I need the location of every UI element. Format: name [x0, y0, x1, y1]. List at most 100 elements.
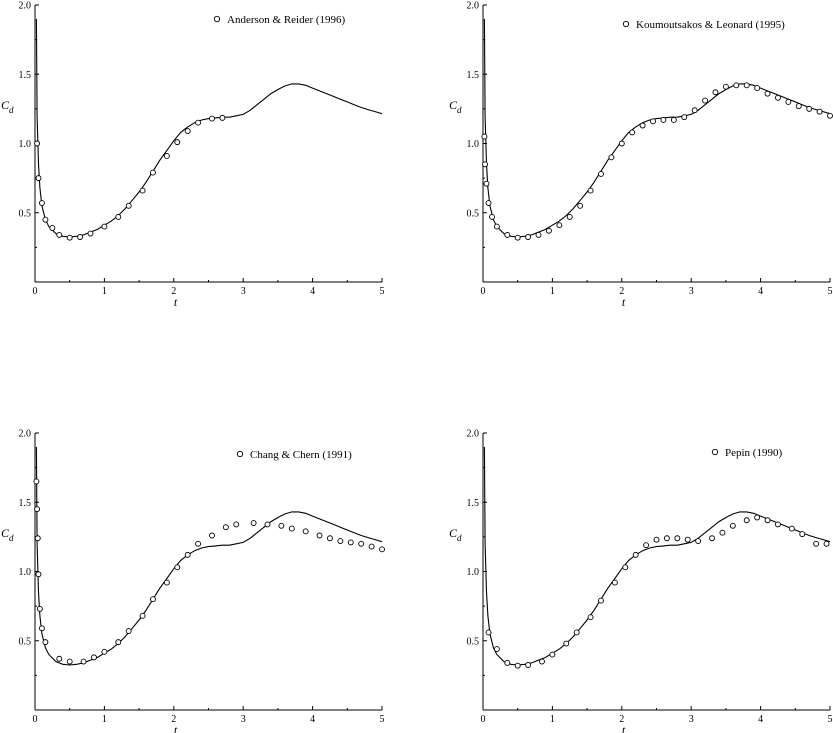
x-tick-label: 4 — [758, 714, 763, 725]
data-point — [629, 129, 636, 136]
x-tick-label: 0 — [33, 286, 38, 297]
data-point — [643, 542, 650, 549]
data-point — [743, 517, 750, 524]
data-point — [42, 639, 49, 646]
data-point — [34, 506, 41, 513]
y-tick-label: 2.0 — [19, 429, 32, 440]
data-point — [639, 122, 646, 129]
data-point — [775, 521, 781, 528]
data-point — [66, 234, 73, 241]
data-point — [327, 535, 333, 542]
data-point — [653, 536, 660, 543]
data-point — [733, 82, 740, 89]
data-point — [691, 107, 698, 114]
data-point — [493, 223, 500, 230]
data-point — [35, 175, 42, 182]
legend-marker — [213, 15, 221, 23]
data-point — [563, 640, 570, 647]
x-tick-label: 5 — [380, 286, 385, 297]
y-tick-label: 2.0 — [19, 1, 32, 12]
data-point — [577, 202, 584, 209]
data-point — [684, 536, 691, 543]
data-point — [337, 538, 344, 544]
data-point — [587, 187, 594, 194]
legend-label: Chang & Chern (1991) — [250, 449, 352, 461]
data-point — [663, 535, 670, 542]
data-point — [174, 139, 181, 146]
data-point — [795, 103, 802, 110]
data-point — [743, 82, 750, 89]
data-point — [722, 83, 729, 90]
data-point — [702, 97, 709, 104]
x-tick-label: 3 — [241, 286, 246, 297]
data-point — [598, 597, 604, 604]
data-point — [101, 223, 108, 230]
data-point — [785, 98, 792, 105]
data-point — [504, 659, 511, 666]
y-tick-label: 2.0 — [467, 429, 480, 440]
data-point — [184, 128, 191, 134]
data-point — [125, 628, 132, 635]
data-point — [163, 153, 170, 159]
data-point — [485, 200, 492, 207]
x-tick-label: 3 — [689, 286, 694, 297]
x-tick-label: 4 — [758, 286, 763, 297]
data-point — [535, 231, 542, 238]
data-point — [368, 543, 375, 550]
data-point — [754, 514, 761, 521]
x-tick-label: 1 — [102, 714, 107, 725]
x-tick-label: 1 — [102, 286, 107, 297]
data-point — [150, 596, 156, 603]
data-point — [34, 140, 41, 147]
data-point — [598, 171, 604, 177]
data-point — [174, 564, 181, 571]
y-tick-label: 1.0 — [467, 139, 480, 150]
data-point — [587, 614, 594, 621]
series-line — [35, 446, 383, 666]
data-point — [150, 169, 156, 176]
data-point — [525, 662, 532, 668]
data-point — [49, 225, 56, 231]
y-tick-label: 0.5 — [19, 636, 32, 647]
data-point — [195, 540, 202, 547]
x-tick-label: 5 — [828, 286, 833, 297]
data-point — [729, 522, 736, 529]
y-tick-label: 0.5 — [467, 208, 480, 219]
data-point — [101, 648, 108, 655]
data-point — [219, 114, 226, 121]
data-point — [233, 521, 240, 528]
y-axis-label: Cd — [449, 98, 462, 115]
y-tick-label: 1.5 — [467, 498, 480, 509]
data-point — [545, 227, 552, 234]
x-tick-label: 1 — [550, 714, 555, 725]
y-tick-label: 0.5 — [19, 208, 32, 219]
y-tick-label: 1.0 — [19, 567, 32, 578]
data-point — [87, 230, 94, 237]
data-point — [799, 531, 806, 538]
series-line — [35, 18, 383, 238]
data-point — [209, 115, 215, 122]
x-tick-label: 0 — [481, 286, 486, 297]
legend-marker — [622, 20, 630, 28]
data-point — [764, 90, 771, 97]
data-point — [481, 133, 488, 140]
data-point — [514, 662, 521, 669]
data-point — [36, 605, 43, 612]
series-line — [483, 446, 831, 666]
data-point — [38, 625, 45, 632]
data-point — [278, 522, 285, 529]
legend-label: Pepin (1990) — [725, 447, 782, 459]
data-point — [632, 551, 639, 558]
data-point — [209, 532, 215, 539]
data-point — [650, 118, 656, 125]
x-tick-label: 3 — [689, 714, 694, 725]
y-axis-label: Cd — [1, 98, 14, 115]
data-point — [813, 540, 820, 547]
data-point — [80, 658, 87, 665]
data-point — [139, 612, 146, 619]
data-point — [754, 85, 761, 92]
x-axis-label: t — [622, 723, 626, 733]
chart-panel-bottom-left: 0 1 2 3 4 5 0.5 1.0 1.5 2.0 t Cd Chang & Chern (1991… — [1, 429, 385, 733]
data-point — [764, 517, 771, 524]
data-point — [139, 187, 146, 194]
